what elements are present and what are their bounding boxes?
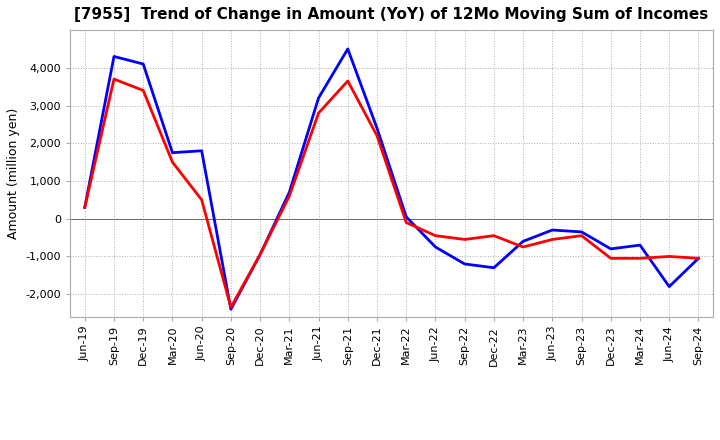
Ordinary Income	[694, 256, 703, 261]
Net Income	[168, 159, 176, 165]
Net Income	[314, 110, 323, 116]
Net Income	[665, 254, 673, 259]
Ordinary Income	[636, 242, 644, 248]
Net Income	[490, 233, 498, 238]
Net Income	[577, 233, 586, 238]
Net Income	[81, 205, 89, 210]
Line: Ordinary Income: Ordinary Income	[85, 49, 698, 309]
Ordinary Income	[402, 214, 410, 220]
Ordinary Income	[606, 246, 615, 252]
Net Income	[256, 252, 264, 257]
Ordinary Income	[373, 125, 382, 131]
Net Income	[227, 305, 235, 310]
Net Income	[636, 256, 644, 261]
Net Income	[402, 220, 410, 225]
Net Income	[694, 256, 703, 261]
Net Income	[285, 194, 294, 199]
Ordinary Income	[343, 46, 352, 51]
Net Income	[139, 88, 148, 93]
Ordinary Income	[548, 227, 557, 233]
Ordinary Income	[519, 239, 528, 244]
Ordinary Income	[139, 61, 148, 66]
Ordinary Income	[314, 95, 323, 101]
Net Income	[343, 78, 352, 84]
Net Income	[460, 237, 469, 242]
Ordinary Income	[460, 261, 469, 267]
Ordinary Income	[285, 190, 294, 195]
Ordinary Income	[81, 205, 89, 210]
Net Income	[548, 237, 557, 242]
Ordinary Income	[577, 229, 586, 235]
Net Income	[109, 77, 118, 82]
Y-axis label: Amount (million yen): Amount (million yen)	[7, 108, 20, 239]
Ordinary Income	[665, 284, 673, 289]
Ordinary Income	[490, 265, 498, 271]
Net Income	[519, 244, 528, 249]
Net Income	[431, 233, 440, 238]
Ordinary Income	[431, 244, 440, 249]
Title: [7955]  Trend of Change in Amount (YoY) of 12Mo Moving Sum of Incomes: [7955] Trend of Change in Amount (YoY) o…	[74, 7, 708, 22]
Ordinary Income	[227, 307, 235, 312]
Net Income	[373, 133, 382, 138]
Net Income	[606, 256, 615, 261]
Ordinary Income	[168, 150, 176, 155]
Ordinary Income	[109, 54, 118, 59]
Ordinary Income	[256, 252, 264, 257]
Line: Net Income: Net Income	[85, 79, 698, 308]
Net Income	[197, 197, 206, 202]
Ordinary Income	[197, 148, 206, 154]
